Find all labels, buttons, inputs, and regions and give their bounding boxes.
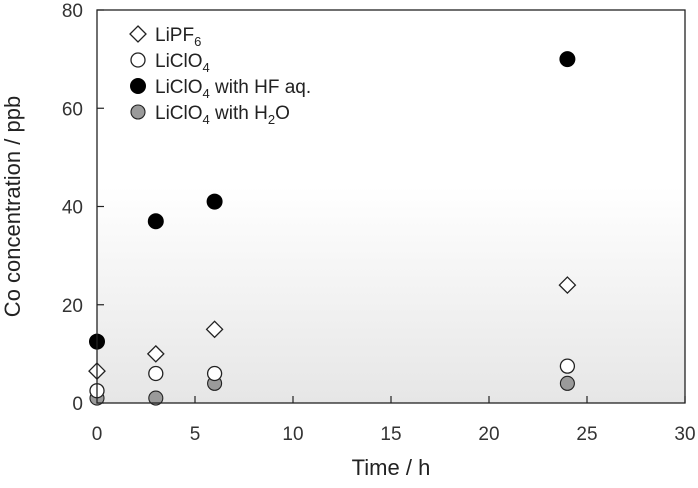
- y-tick-label: 60: [62, 99, 83, 120]
- plot-frame: [96, 9, 686, 404]
- data-point-circle-open: [206, 365, 223, 382]
- legend-label: LiPF6: [155, 25, 201, 49]
- y-tick-label: 20: [62, 296, 83, 317]
- legend-label: LiClO4: [155, 51, 210, 75]
- data-point-circle-black: [559, 51, 576, 68]
- y-tick-label: 80: [62, 1, 83, 22]
- x-tick-label: 5: [190, 424, 201, 445]
- x-tick-label: 20: [478, 424, 499, 445]
- y-axis-title: Co concentration / ppb: [0, 96, 25, 317]
- x-tick-label: 30: [674, 424, 695, 445]
- x-tick-label: 0: [92, 424, 103, 445]
- data-point-circle-open: [148, 365, 164, 382]
- data-point-diamond-open: [146, 344, 165, 363]
- data-point-circle-open: [559, 358, 576, 374]
- legend-marker-circle-open: [130, 52, 146, 68]
- plot-area: [97, 10, 685, 403]
- legend-marker-circle-black: [130, 78, 146, 94]
- data-point-diamond-open: [558, 276, 577, 295]
- data-point-circle-black: [206, 193, 223, 210]
- legend-label: LiClO4 with HF aq.: [155, 77, 311, 101]
- legend-marker-circle-gray: [130, 104, 146, 120]
- legend-label: LiClO4 with H2O: [155, 103, 290, 127]
- data-point-circle-gray: [559, 375, 575, 391]
- y-tick-label: 0: [72, 394, 83, 415]
- data-point-circle-black: [147, 213, 164, 230]
- x-tick-label: 25: [576, 424, 597, 445]
- x-tick-label: 10: [282, 424, 303, 445]
- legend-marker-diamond-open: [129, 25, 147, 43]
- y-tick-label: 40: [62, 198, 83, 219]
- x-axis-title: Time / h: [352, 455, 431, 480]
- data-point-diamond-open: [205, 320, 224, 339]
- data-point-circle-gray: [148, 390, 164, 406]
- x-tick-label: 15: [380, 424, 401, 445]
